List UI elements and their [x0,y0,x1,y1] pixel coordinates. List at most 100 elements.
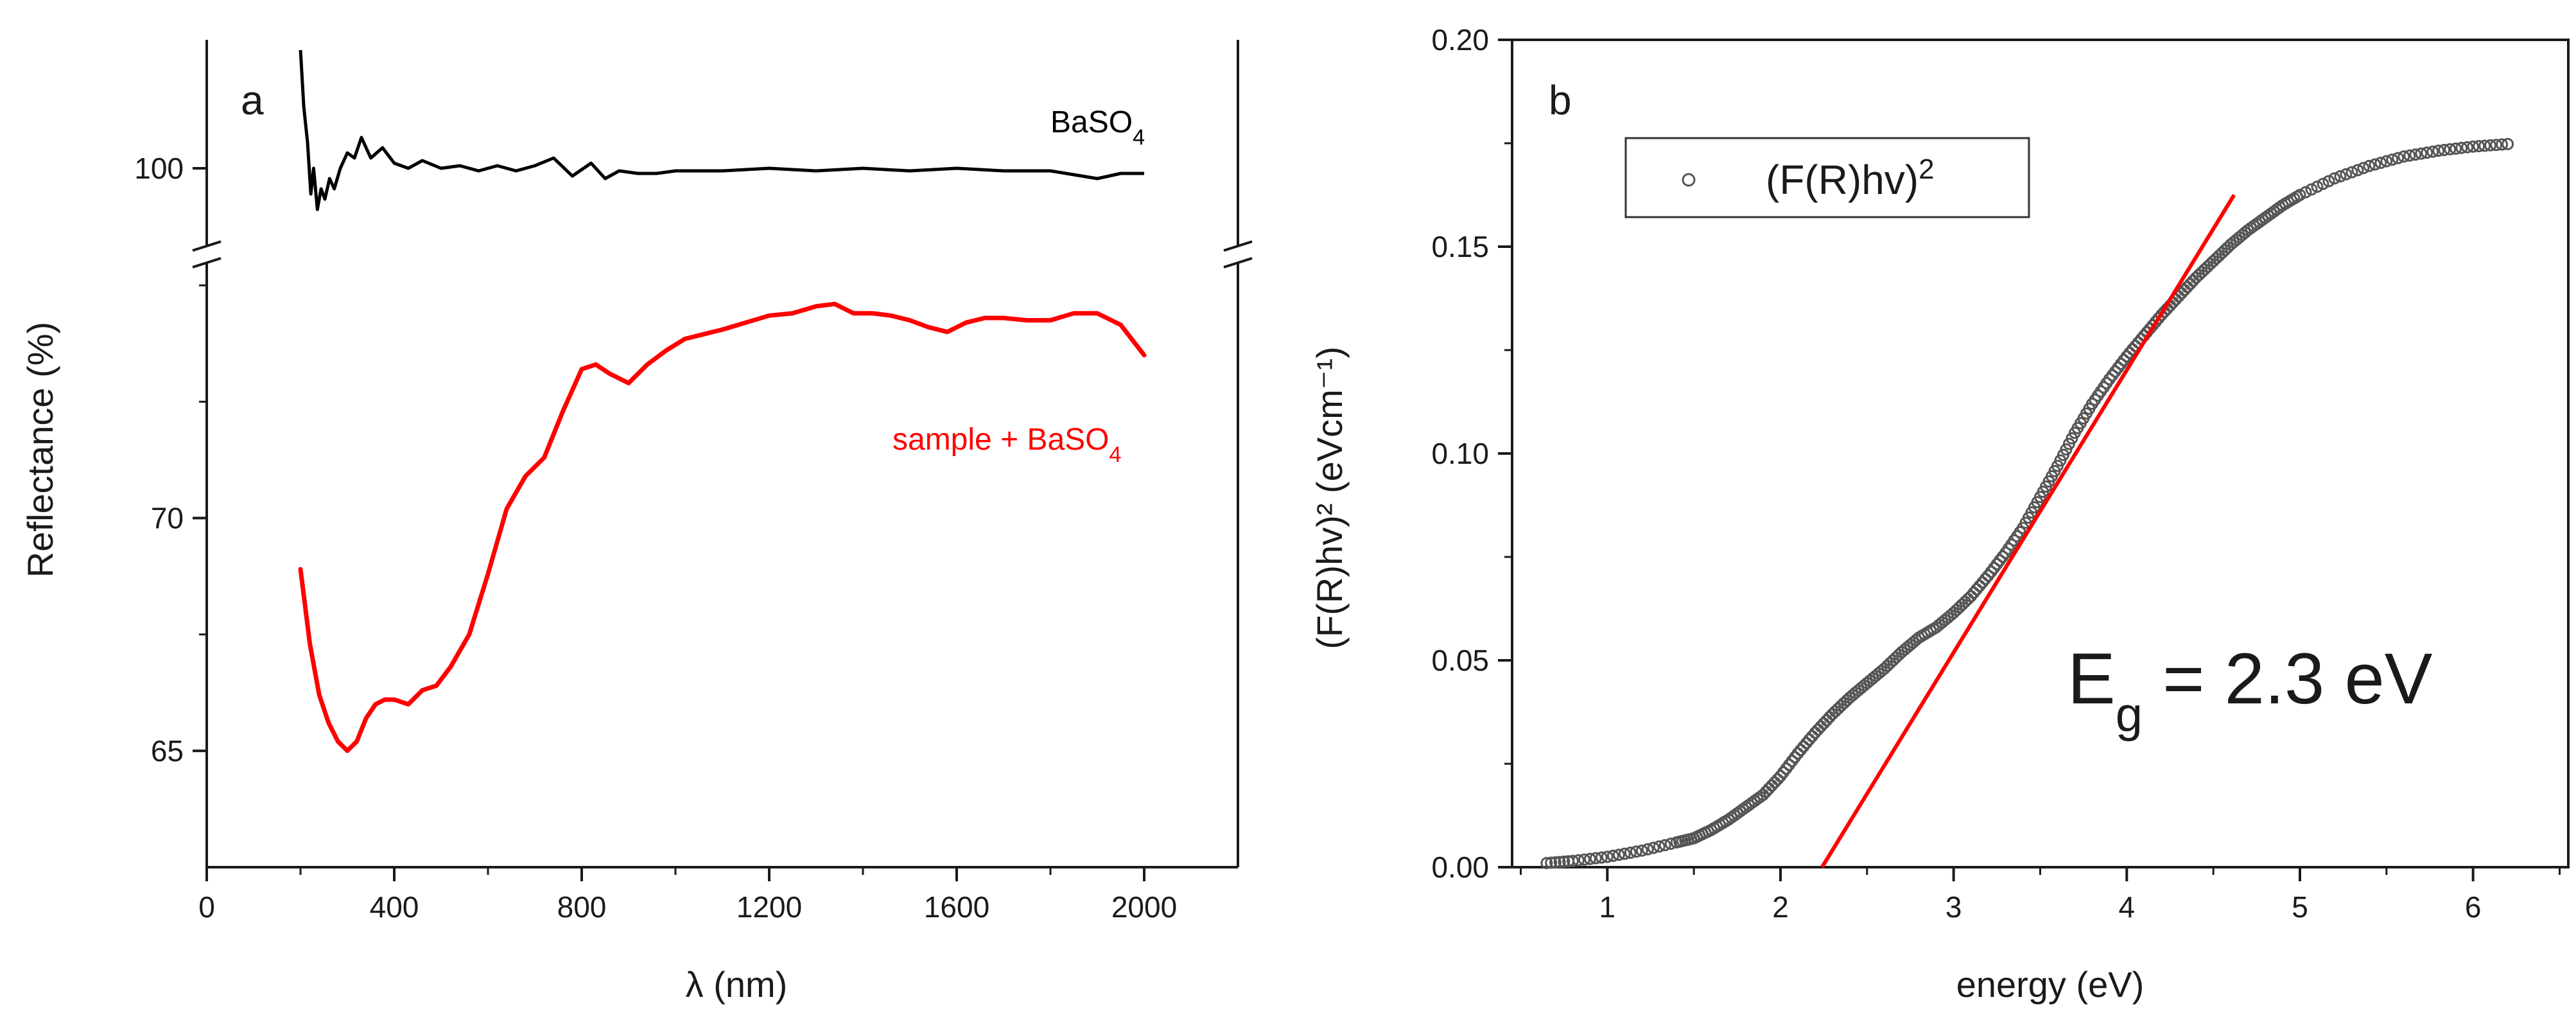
panel-b-y-axis-title: (F(R)hv)² (eVcm⁻¹) [1309,346,1350,649]
panel-b-x-axis-title: energy (eV) [1956,964,2145,1005]
data-point [2484,139,2497,152]
data-point [2432,145,2445,157]
legend-marker-icon [1682,173,1696,187]
axis-break-mark [1223,257,1253,269]
data-point [2438,144,2451,156]
baso4-series-line [299,49,1144,211]
data-point [2386,154,2399,166]
sample-label-subscript: 4 [1110,443,1122,467]
x-tick-label: 1200 [736,890,802,924]
data-point [2455,141,2468,154]
data-point [1664,838,1677,850]
data-point [1572,854,1585,867]
data-point [2317,177,2329,190]
band-gap-annotation: Eg = 2.3 eV [2067,639,2433,742]
data-point [1566,854,1579,867]
panel-b: 1 2 3 4 5 6 0.00 0.05 0.10 0.15 0.20 b energy (eV)… [1309,23,2570,1005]
y-tick-label: 65 [151,734,184,768]
y-tick-label: 0.05 [1431,644,1489,677]
data-point [2409,148,2422,161]
data-point [2496,138,2509,151]
x-tick-label: 3 [1945,890,1962,924]
data-point [2374,157,2387,169]
x-tick-label: 2 [1772,890,1789,924]
y-tick-label: 100 [134,152,184,185]
data-point [2305,183,2318,196]
panel-a-ticks: 0 400 800 1200 1600 2000 65 70 100 [134,152,1177,924]
x-tick-label: 800 [557,890,607,924]
data-point [1595,851,1608,864]
data-point [1553,856,1566,868]
data-point [2380,155,2393,168]
data-point [1583,852,1596,865]
data-point [2392,152,2405,164]
data-point [2490,139,2503,152]
panel-b-ticks: 1 2 3 4 5 6 0.00 0.05 0.10 0.15 0.20 [1431,23,2561,924]
y-tick-label: 0.00 [1431,850,1489,884]
x-tick-label: 1600 [924,890,989,924]
data-point [2415,147,2428,160]
x-tick-label: 0 [198,890,215,924]
y-tick-label: 0.20 [1431,23,1489,57]
data-point [2299,186,2312,198]
data-point [2444,143,2457,155]
legend-label: (F(R)hv)2 [1766,154,1935,204]
y-tick-label: 70 [151,502,184,535]
data-point [2322,175,2335,188]
data-point [2345,166,2358,179]
baso4-series-label: BaSO4 [1050,105,1145,150]
data-point [1624,847,1637,859]
data-point [2467,140,2480,153]
data-point [2328,172,2341,185]
legend-label-superscript: 2 [1919,154,1934,185]
axis-break-mark [1223,240,1253,252]
panel-a-axes [192,40,1253,868]
data-point [2403,149,2416,162]
data-point [1606,849,1619,862]
data-point [2363,159,2376,172]
legend-label-main: (F(R)hv) [1766,157,1919,203]
data-point [1545,856,1558,869]
x-tick-label: 6 [2465,890,2482,924]
sample-label-main: sample + BaSO [892,423,1110,457]
data-point [1653,840,1666,853]
band-gap-subscript: g [2116,687,2143,742]
data-point [1635,844,1648,857]
band-gap-value: = 2.3 eV [2143,639,2433,719]
linear-fit-line [1820,193,2236,868]
x-tick-label: 2000 [1111,890,1177,924]
panel-a-letter: a [241,77,264,123]
data-point [2351,164,2364,177]
axis-break-mark [192,240,222,252]
data-point [2357,162,2370,175]
sample-series-label: sample + BaSO4 [892,423,1121,467]
panel-b-legend: (F(R)hv)2 [1624,137,2030,218]
data-point [1589,852,1602,865]
panel-a-series [298,49,1147,753]
data-point [1618,847,1631,860]
data-point [1641,843,1654,856]
data-point [2369,158,2381,171]
data-point [2426,145,2439,158]
data-point [1612,849,1625,861]
panel-a-x-axis-title: λ (nm) [686,964,788,1005]
y-tick-label: 0.10 [1431,437,1489,470]
data-point [1979,572,1992,585]
data-point [1630,845,1642,858]
axis-break-mark [192,257,222,269]
data-point [1558,855,1571,868]
data-point [2311,181,2324,193]
data-point [1578,853,1590,866]
data-point [2502,137,2514,150]
data-point [2340,168,2353,181]
data-point [2293,189,2306,201]
data-point [2334,170,2347,182]
data-point [2421,146,2433,159]
baso4-label-subscript: 4 [1133,125,1145,150]
data-point [1647,841,1660,854]
data-point [1549,856,1562,868]
data-point [2473,140,2485,152]
panel-b-series [1540,137,2514,870]
panel-a: 0 400 800 1200 1600 2000 65 70 100 a λ (nm) Refl… [20,40,1253,1005]
